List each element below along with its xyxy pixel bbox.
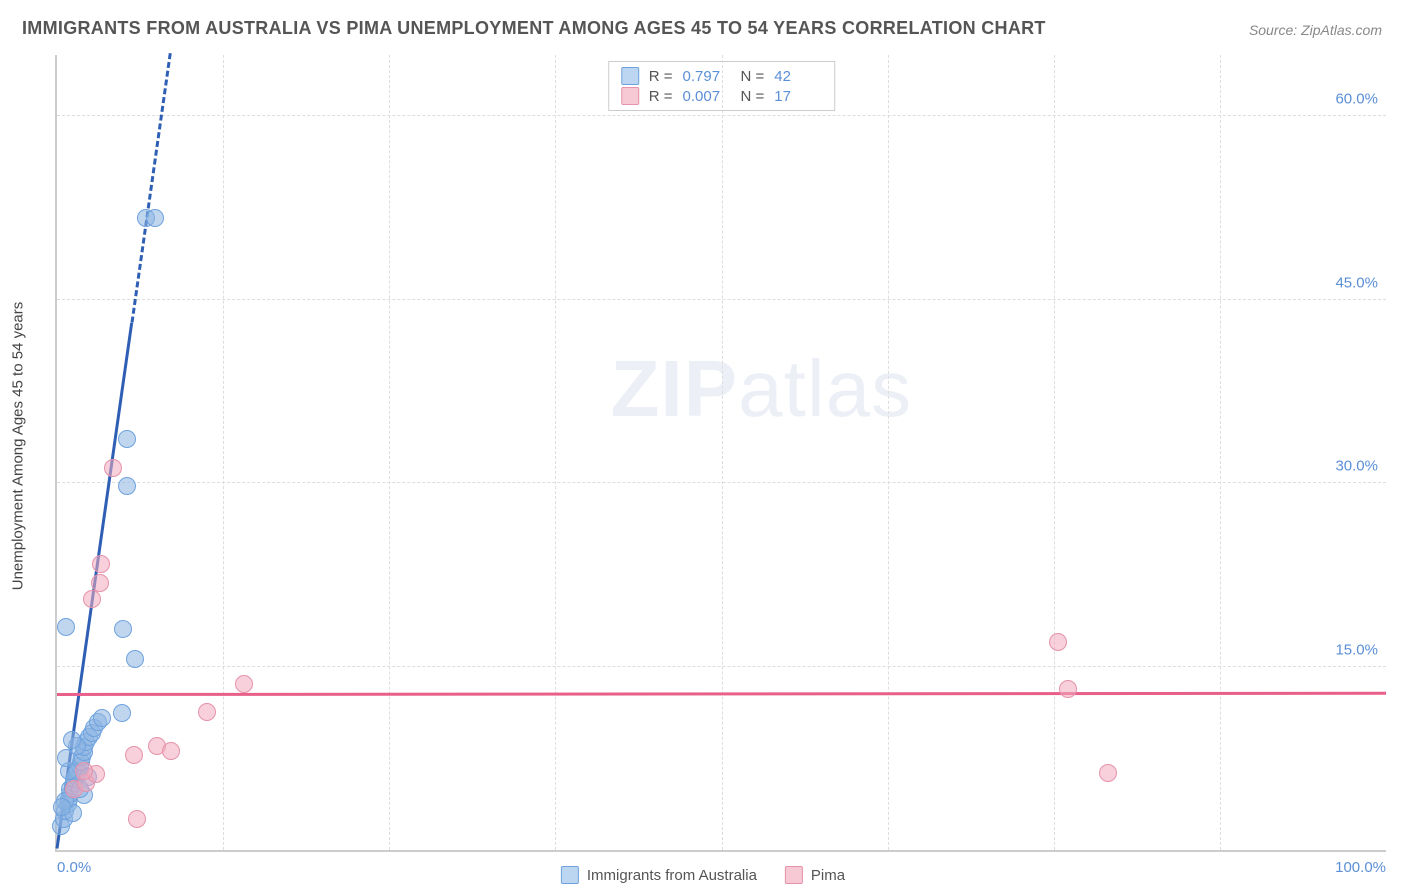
data-point xyxy=(128,810,146,828)
source-value: ZipAtlas.com xyxy=(1301,22,1382,38)
legend-label: Immigrants from Australia xyxy=(587,867,757,884)
trend-line xyxy=(130,53,171,322)
gridline-vertical xyxy=(722,55,723,850)
legend-swatch xyxy=(785,866,803,884)
y-tick-label: 60.0% xyxy=(1335,91,1378,108)
y-tick-label: 15.0% xyxy=(1335,641,1378,658)
data-point xyxy=(1049,633,1067,651)
n-label: N = xyxy=(741,88,765,105)
y-axis-label: Unemployment Among Ages 45 to 54 years xyxy=(10,302,27,591)
source-attribution: Source: ZipAtlas.com xyxy=(1249,22,1382,38)
trend-line xyxy=(57,692,1386,696)
data-point xyxy=(92,555,110,573)
data-point xyxy=(118,477,136,495)
y-tick-label: 30.0% xyxy=(1335,458,1378,475)
y-tick-label: 45.0% xyxy=(1335,274,1378,291)
r-value: 0.007 xyxy=(683,88,731,105)
data-point xyxy=(118,430,136,448)
chart-title: IMMIGRANTS FROM AUSTRALIA VS PIMA UNEMPL… xyxy=(22,18,1046,39)
data-point xyxy=(146,209,164,227)
watermark-zip: ZIP xyxy=(611,344,738,433)
x-tick-label: 0.0% xyxy=(57,859,91,876)
scatter-plot-area: ZIPatlas R = 0.797 N = 42 R = 0.007 N = 17 15.0… xyxy=(55,55,1386,852)
gridline-vertical xyxy=(1220,55,1221,850)
gridline-vertical xyxy=(389,55,390,850)
data-point xyxy=(113,704,131,722)
gridline-vertical xyxy=(888,55,889,850)
data-point xyxy=(93,709,111,727)
gridline-vertical xyxy=(1054,55,1055,850)
r-label: R = xyxy=(649,68,673,85)
r-label: R = xyxy=(649,88,673,105)
data-point xyxy=(126,650,144,668)
data-point xyxy=(57,618,75,636)
legend-swatch xyxy=(621,67,639,85)
data-point xyxy=(75,762,93,780)
legend-item: Immigrants from Australia xyxy=(561,866,757,884)
watermark-atlas: atlas xyxy=(738,344,912,433)
data-point xyxy=(53,798,71,816)
data-point xyxy=(83,590,101,608)
legend-label: Pima xyxy=(811,867,845,884)
r-value: 0.797 xyxy=(683,68,731,85)
watermark: ZIPatlas xyxy=(611,343,912,435)
data-point xyxy=(235,675,253,693)
gridline-vertical xyxy=(223,55,224,850)
data-point xyxy=(198,703,216,721)
source-label: Source: xyxy=(1249,22,1301,38)
n-value: 42 xyxy=(774,68,822,85)
legend-swatch xyxy=(621,87,639,105)
series-legend: Immigrants from Australia Pima xyxy=(561,866,845,884)
data-point xyxy=(162,742,180,760)
x-tick-label: 100.0% xyxy=(1335,859,1386,876)
data-point xyxy=(63,731,81,749)
data-point xyxy=(1059,680,1077,698)
legend-item: Pima xyxy=(785,866,845,884)
data-point xyxy=(114,620,132,638)
n-label: N = xyxy=(741,68,765,85)
data-point xyxy=(125,746,143,764)
data-point xyxy=(104,459,122,477)
data-point xyxy=(1099,764,1117,782)
gridline-vertical xyxy=(555,55,556,850)
legend-swatch xyxy=(561,866,579,884)
data-point xyxy=(91,574,109,592)
n-value: 17 xyxy=(774,88,822,105)
